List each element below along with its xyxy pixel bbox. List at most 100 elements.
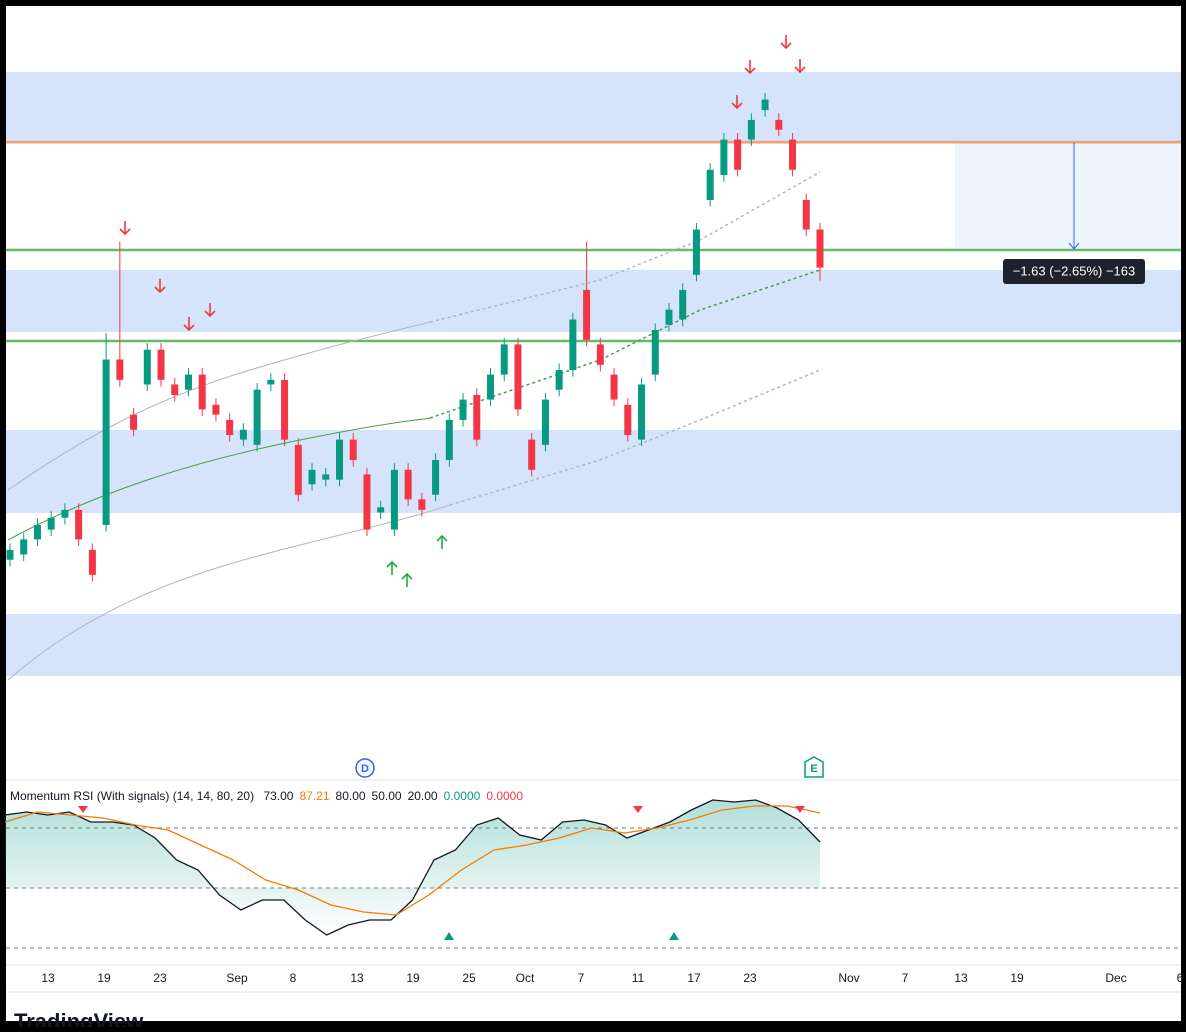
time-label: 19: [406, 971, 420, 985]
candle-body: [75, 509, 83, 540]
measure-label: −1.63 (−2.65%) −163: [1013, 263, 1136, 278]
candle-body: [679, 289, 687, 320]
rsi-title: Momentum RSI (With signals): [10, 789, 169, 803]
moving-averages: [7, 171, 821, 681]
candle-body: [349, 439, 357, 460]
rsi-legend: Momentum RSI (With signals) (14, 14, 80,…: [10, 789, 523, 803]
measure-label-box: [1003, 259, 1145, 284]
time-label: 11: [632, 971, 645, 985]
time-label: 13: [41, 971, 55, 985]
candle-body: [157, 349, 165, 380]
candle-body: [198, 374, 206, 410]
candle-body: [184, 374, 192, 390]
earnings-marker[interactable]: [804, 756, 824, 778]
candle-body: [33, 524, 41, 540]
rsi-params: (14, 14, 80, 20): [173, 789, 254, 803]
legend-value: 0.0000: [444, 789, 481, 803]
candle-body: [116, 359, 124, 380]
candle-body: [610, 374, 618, 400]
candle-body: [390, 469, 398, 530]
candle-body: [624, 404, 632, 436]
candle-body: [665, 309, 673, 325]
legend-value: 50.00: [372, 789, 402, 803]
candles: [6, 92, 824, 582]
candle-body: [432, 459, 440, 495]
zones: [6, 72, 1181, 676]
candle-body: [20, 539, 28, 555]
candle-body: [88, 549, 96, 575]
candle-body: [638, 384, 646, 440]
candle-body: [294, 444, 302, 495]
candle-body: [377, 507, 385, 513]
candle-body: [47, 517, 55, 530]
time-label: 17: [687, 971, 701, 985]
time-label: 8: [290, 971, 297, 985]
rsi-pane: [4, 799, 1181, 949]
watermark: TradingView: [14, 1009, 144, 1027]
rsi-area: [5, 800, 820, 935]
candle-body: [322, 474, 330, 480]
candle-body: [789, 139, 797, 170]
legend-value: 0.0000: [486, 789, 523, 803]
candle-body: [418, 499, 426, 510]
candle-body: [267, 379, 275, 385]
candle-body: [541, 399, 549, 445]
time-label: 13: [954, 971, 968, 985]
candle-body: [528, 439, 536, 470]
time-axis: 13 19 23 Sep 8 13 19 25 Oct 7 11 17 23 Nov 7 13 19 Dec 6: [41, 971, 1183, 985]
candle-body: [61, 509, 69, 518]
time-label: 7: [578, 971, 585, 985]
measure-arrow: [1068, 143, 1080, 250]
candle-body: [171, 384, 179, 395]
time-label: Sep: [226, 971, 248, 985]
candle-body: [514, 344, 522, 410]
candle-body: [555, 370, 563, 390]
time-label: Dec: [1105, 971, 1126, 985]
time-label: Nov: [838, 971, 859, 985]
legend-value: 80.00: [336, 789, 366, 803]
legend-value: 73.00: [263, 789, 293, 803]
candle-body: [734, 139, 742, 170]
candle-body: [212, 404, 220, 415]
rsi-signals: [78, 806, 805, 940]
candle-body: [487, 374, 495, 400]
candle-body: [6, 549, 14, 560]
time-label: Oct: [516, 971, 535, 985]
time-label: 25: [462, 971, 476, 985]
candle-body: [281, 379, 289, 440]
candle-body: [720, 139, 728, 176]
earnings-marker-label: E: [810, 763, 817, 775]
candle-body: [775, 119, 783, 130]
candle-body: [706, 169, 714, 200]
time-label: 13: [350, 971, 364, 985]
time-label: 19: [97, 971, 111, 985]
candle-body: [692, 229, 700, 275]
candle-body: [761, 99, 769, 111]
candle-body: [500, 344, 508, 375]
time-label: 6: [1177, 971, 1184, 985]
candle-body: [239, 429, 247, 440]
candle-body: [143, 349, 151, 385]
candle-body: [747, 119, 755, 140]
candle-body: [335, 439, 343, 480]
measure-box: [955, 143, 1181, 250]
candle-body: [445, 419, 453, 460]
time-label: 23: [153, 971, 167, 985]
time-label: 23: [743, 971, 757, 985]
legend-value: 87.21: [299, 789, 329, 803]
candle-body: [404, 469, 412, 500]
candle-body: [308, 469, 316, 485]
dividend-marker-label: D: [361, 763, 369, 775]
candle-body: [226, 419, 234, 436]
candle-body: [130, 414, 138, 430]
time-label: 7: [902, 971, 909, 985]
candle-body: [569, 319, 577, 371]
candle-body: [459, 399, 467, 420]
candle-body: [816, 229, 824, 268]
candle-body: [651, 329, 659, 375]
candle-body: [583, 289, 591, 340]
rsi-line: [4, 805, 821, 916]
dividend-marker[interactable]: [355, 758, 375, 778]
candle-body: [102, 359, 110, 525]
